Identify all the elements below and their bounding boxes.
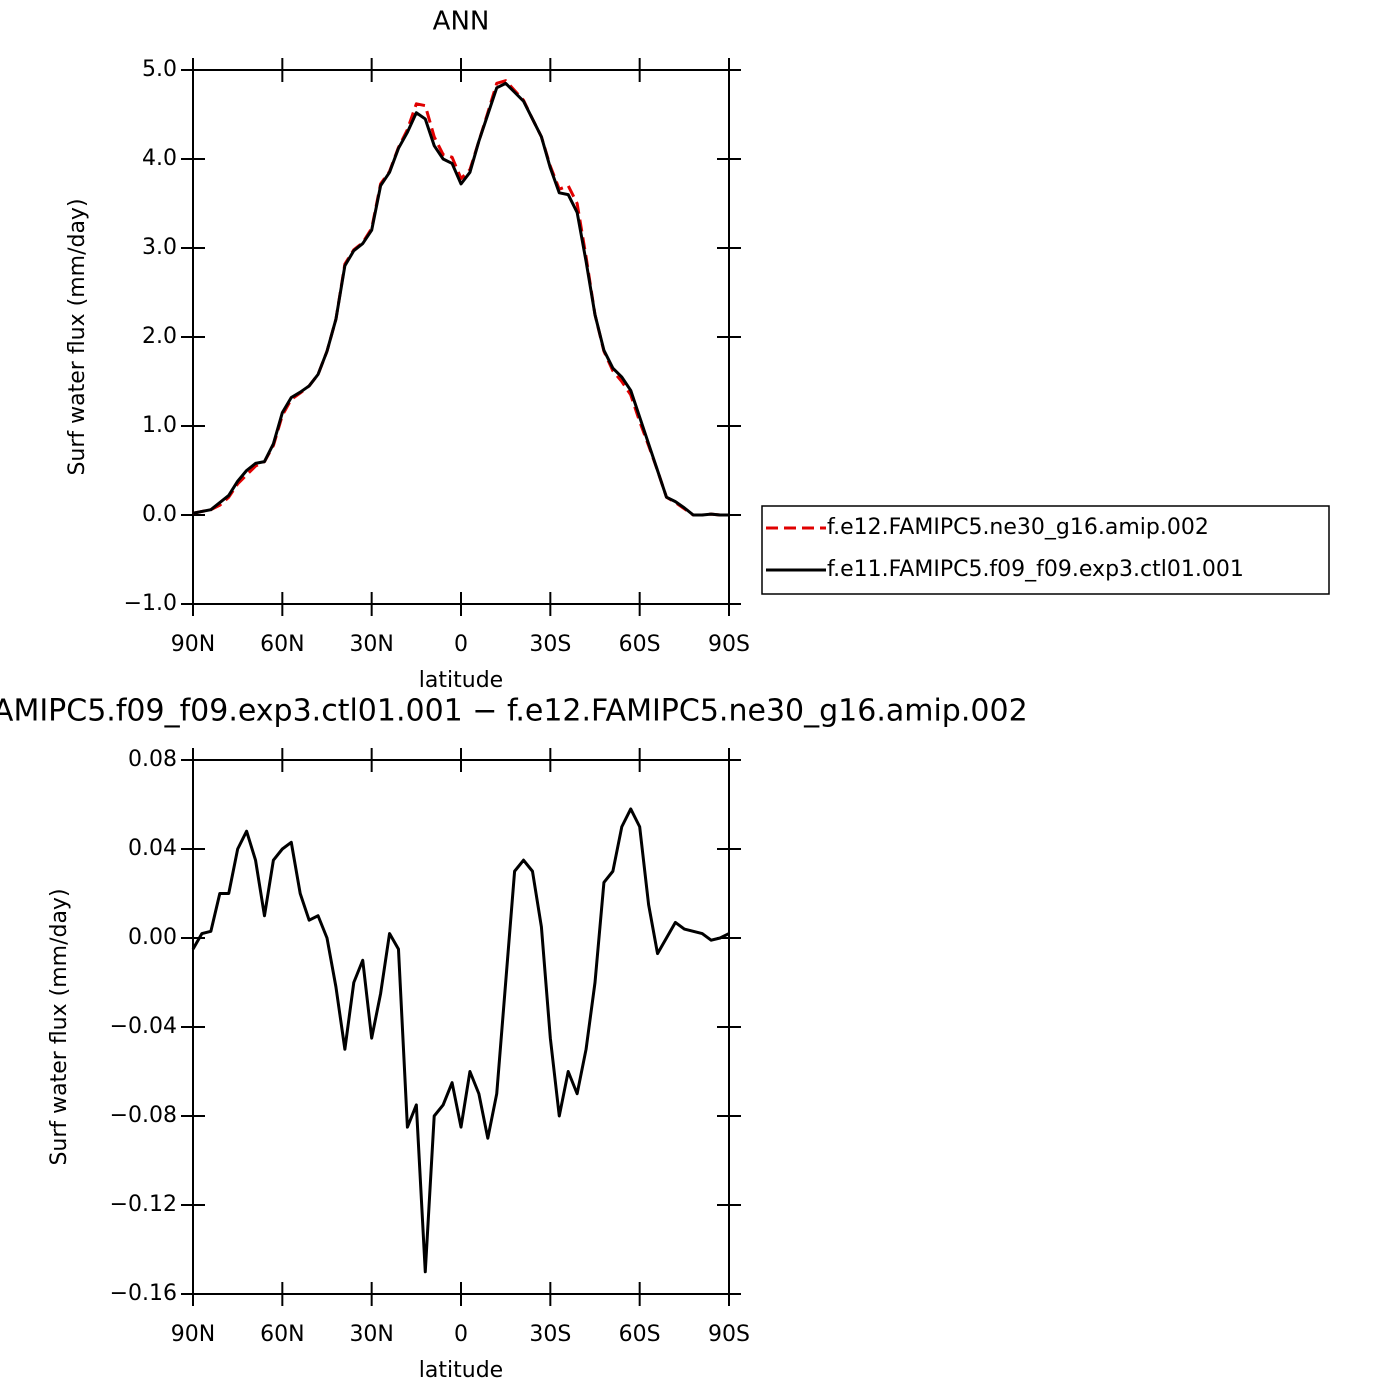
x-tick-label: 60N (260, 632, 304, 657)
chart-title: ANN (433, 7, 490, 37)
x-axis-label: latitude (419, 1358, 503, 1383)
y-tick-label: 0.08 (128, 747, 177, 772)
plot-frame (192, 69, 730, 605)
x-tick-label: 30N (349, 1322, 393, 1347)
x-tick-label: 0 (454, 1322, 468, 1347)
y-tick-label: −1.0 (124, 591, 177, 616)
y-axis-label: Surf water flux (mm/day) (47, 888, 72, 1165)
x-tick-label: 30S (529, 632, 571, 657)
x-axis-label: latitude (419, 668, 503, 693)
x-tick-label: 30S (529, 1322, 571, 1347)
y-tick-label: 0.0 (142, 502, 177, 527)
legend-label: f.e12.FAMIPC5.ne30_g16.amip.002 (827, 515, 1209, 540)
y-tick-label: 1.0 (142, 413, 177, 438)
x-tick-label: 90N (171, 1322, 215, 1347)
plot-frame (192, 759, 730, 1295)
x-tick-label: 90S (708, 1322, 750, 1347)
x-tick-label: 60S (619, 1322, 661, 1347)
data-line (192, 81, 729, 517)
x-tick-label: 90N (171, 632, 215, 657)
data-line (191, 807, 730, 1274)
x-tick-label: 60S (619, 632, 661, 657)
legend-box (761, 505, 1330, 595)
data-line (192, 79, 729, 517)
y-tick-label: 0.00 (128, 925, 177, 950)
x-tick-label: 60N (260, 1322, 304, 1347)
y-tick-label: 0.04 (128, 836, 177, 861)
y-tick-label: −0.04 (110, 1014, 177, 1039)
y-tick-label: 5.0 (142, 57, 177, 82)
y-tick-label: −0.08 (110, 1103, 177, 1128)
y-tick-label: −0.16 (110, 1281, 177, 1306)
x-tick-label: 90S (708, 632, 750, 657)
x-tick-label: 30N (349, 632, 393, 657)
legend-label: f.e11.FAMIPC5.f09_f09.exp3.ctl01.001 (827, 557, 1244, 582)
y-tick-label: −0.12 (110, 1192, 177, 1217)
chart-title: f.e11.FAMIPC5.f09_f09.exp3.ctl01.001 − f… (0, 694, 1028, 729)
x-tick-label: 0 (454, 632, 468, 657)
y-tick-label: 2.0 (142, 324, 177, 349)
y-axis-label: Surf water flux (mm/day) (65, 198, 90, 475)
y-tick-label: 3.0 (142, 235, 177, 260)
y-tick-label: 4.0 (142, 146, 177, 171)
